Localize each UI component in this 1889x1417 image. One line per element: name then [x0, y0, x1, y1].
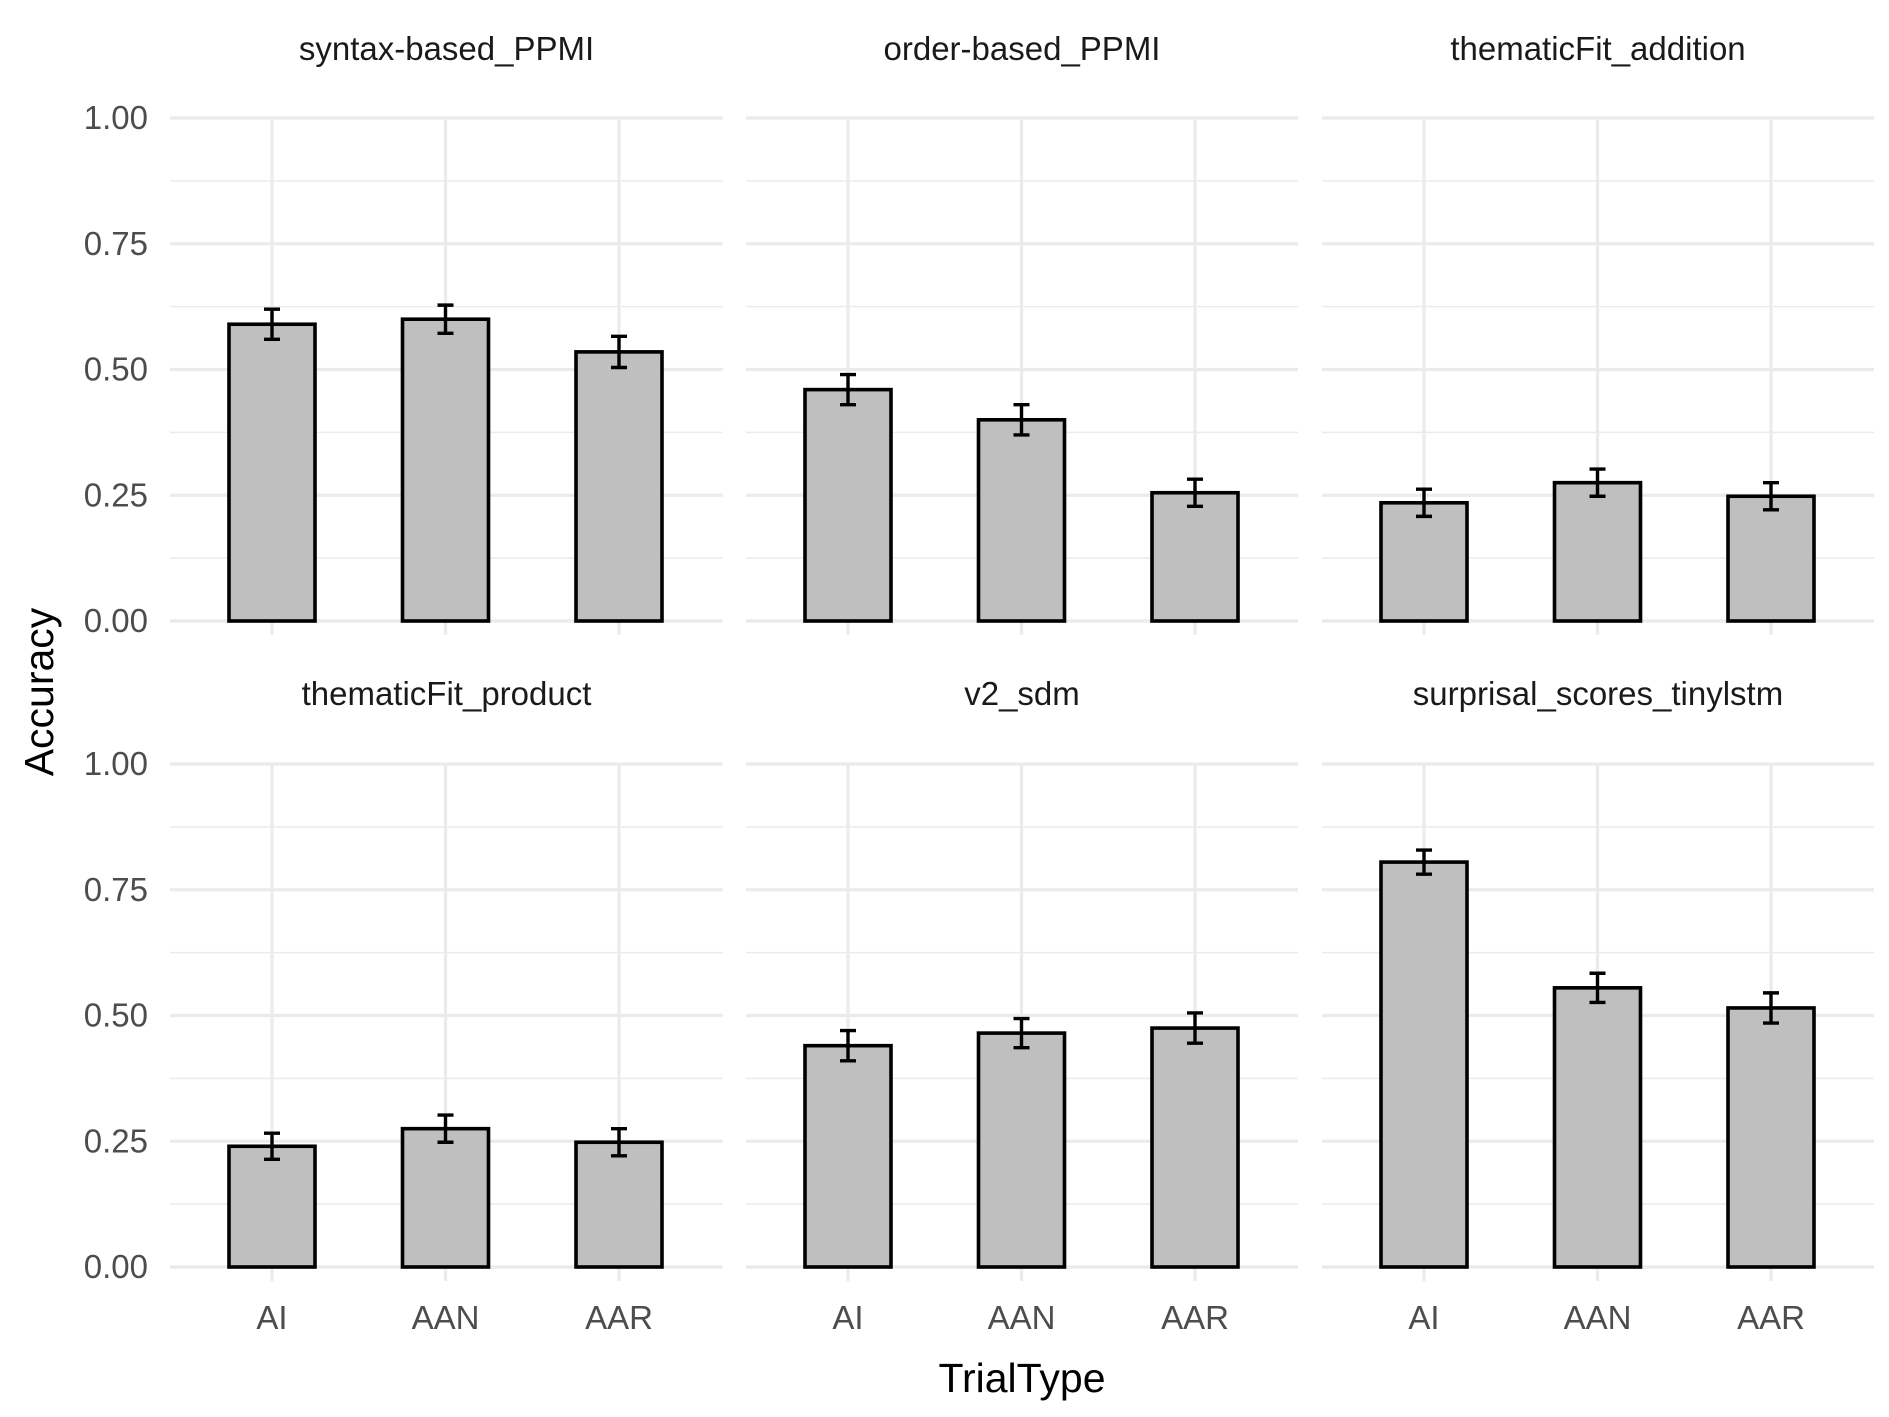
y-tick-label: 0.25 — [84, 476, 148, 513]
facet-title: surprisal_scores_tinylstm — [1413, 675, 1783, 712]
x-tick-label: AAR — [1161, 1299, 1229, 1336]
error-bar — [611, 334, 627, 370]
bar — [1552, 986, 1643, 1269]
bar — [574, 1140, 664, 1269]
error-bar — [1589, 971, 1606, 1005]
bar — [400, 1126, 491, 1269]
error-bar — [1589, 467, 1606, 498]
bar — [1552, 480, 1643, 623]
y-tick-label: 0.25 — [84, 1122, 148, 1159]
error-bar — [1187, 1011, 1203, 1045]
y-tick-label: 0.50 — [84, 997, 148, 1034]
error-bar — [1763, 480, 1779, 512]
x-tick-label: AI — [1408, 1299, 1439, 1336]
y-tick-label: 0.00 — [84, 1248, 148, 1285]
bar — [400, 317, 491, 623]
facet-title: v2_sdm — [964, 675, 1080, 712]
bar — [1150, 1026, 1240, 1269]
y-tick-label: 1.00 — [84, 745, 148, 782]
x-tick-label: AAN — [1564, 1299, 1632, 1336]
chart-panels: syntax-based_PPMI 0.00 0.25 0.50 0.75 1.00 ord… — [84, 30, 1874, 1336]
bar — [976, 417, 1067, 623]
facet-panel: order-based_PPMI — [746, 30, 1298, 635]
facet-panel: syntax-based_PPMI 0.00 0.25 0.50 0.75 1.00 — [84, 30, 723, 639]
y-tick-label: 1.00 — [84, 99, 148, 136]
error-bar — [1763, 991, 1779, 1025]
x-tick-label: AAR — [585, 1299, 653, 1336]
y-tick-label: 0.75 — [84, 871, 148, 908]
x-tick-label: AAR — [1737, 1299, 1805, 1336]
facet-title: order-based_PPMI — [884, 30, 1161, 67]
bar — [574, 350, 664, 623]
y-tick-label: 0.50 — [84, 351, 148, 388]
error-bar — [1013, 403, 1030, 437]
facet-title: thematicFit_addition — [1450, 30, 1745, 67]
bar — [803, 387, 893, 623]
bar — [1150, 490, 1240, 623]
y-axis-title: Accuracy — [16, 607, 62, 776]
bar — [803, 1043, 893, 1269]
error-bar — [437, 303, 454, 335]
error-bar — [840, 1028, 856, 1063]
error-bar — [1013, 1016, 1030, 1050]
error-bar — [1187, 477, 1203, 509]
error-bar — [1416, 848, 1432, 876]
x-tick-label: AI — [256, 1299, 287, 1336]
facet-title: syntax-based_PPMI — [299, 30, 594, 67]
error-bar — [264, 307, 280, 342]
bar — [227, 322, 317, 623]
error-bar — [264, 1131, 280, 1162]
error-bar — [840, 372, 856, 407]
error-bar — [611, 1126, 627, 1158]
facet-panel: thematicFit_product 0.00 0.25 0.50 0.75 1.00 A… — [84, 675, 723, 1336]
bar — [1379, 860, 1469, 1269]
error-bar — [437, 1113, 454, 1144]
y-tick-label: 0.00 — [84, 602, 148, 639]
facet-panel: surprisal_scores_tinylstm AI AAN AAR — [1322, 675, 1874, 1336]
bar — [227, 1144, 317, 1269]
facet-title: thematicFit_product — [302, 675, 592, 712]
x-tick-label: AAN — [988, 1299, 1056, 1336]
x-tick-label: AAN — [412, 1299, 480, 1336]
y-tick-label: 0.75 — [84, 225, 148, 262]
bar — [1726, 1006, 1816, 1269]
facet-panel: v2_sdm AI AAN AAR — [746, 675, 1298, 1336]
bar — [976, 1031, 1067, 1269]
bar — [1379, 500, 1469, 623]
facet-panel: thematicFit_addition — [1322, 30, 1874, 635]
error-bar — [1416, 487, 1432, 519]
x-axis-title: TrialType — [938, 1355, 1105, 1401]
bar — [1726, 494, 1816, 623]
x-tick-label: AI — [832, 1299, 863, 1336]
